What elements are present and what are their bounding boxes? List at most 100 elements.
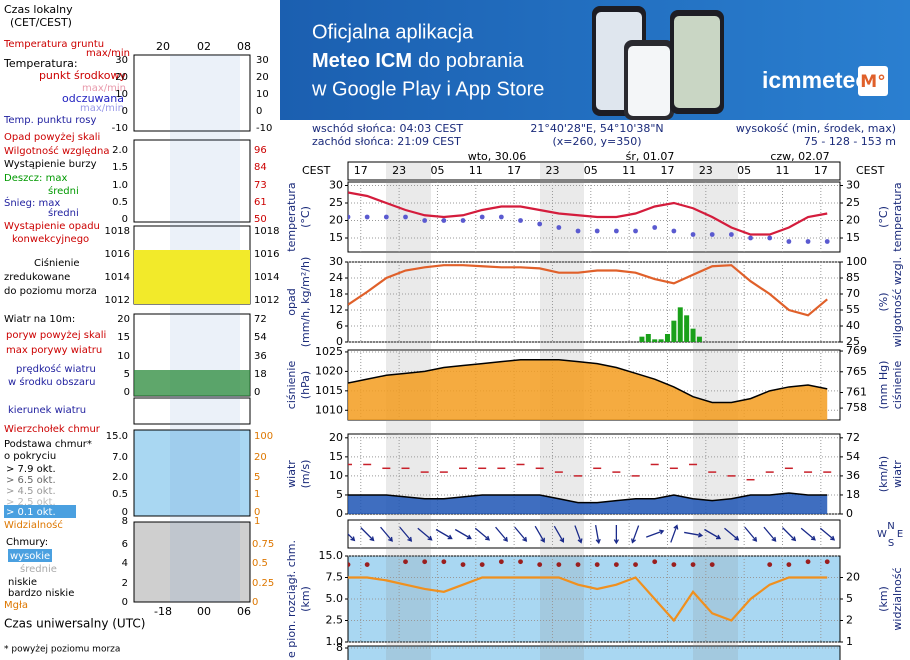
y-tick-label: 7.5 <box>326 571 344 584</box>
y-tick-label: 18 <box>329 287 343 300</box>
legend-label: max/min <box>86 48 130 59</box>
legend-box <box>8 549 52 562</box>
y-tick-label: 20 <box>329 431 343 444</box>
dot <box>441 218 447 223</box>
axis-label: (°C) <box>299 206 312 228</box>
axis-label: wilgotność wzgl. <box>891 257 904 347</box>
axis-label: (m/s) <box>299 460 312 489</box>
legend-tick: 2.0 <box>112 145 128 156</box>
wind-arrow <box>474 527 491 541</box>
wind-arrow <box>360 527 375 542</box>
dot <box>479 214 485 220</box>
legend-tick: 4 <box>122 558 128 569</box>
legend-tick: -10 <box>112 123 128 134</box>
elevation-label: wysokość (min, środek, max) <box>736 122 896 135</box>
legend-label: Wystąpienie burzy <box>4 159 97 170</box>
legend-label: Opad powyżej skali <box>4 132 100 143</box>
y-tick-label: 0 <box>336 335 343 348</box>
panel <box>347 645 841 660</box>
legend-tick: 0 <box>122 507 128 518</box>
legend-label: prędkość wiatru <box>16 363 96 375</box>
y2-tick-label: 85 <box>846 271 860 284</box>
y2-tick-label: 36 <box>846 469 860 482</box>
x-tick-label: 17 <box>354 164 368 177</box>
axis-label: (km) <box>299 586 312 612</box>
legend-label: odczuwana <box>62 92 124 105</box>
legend-hour: 08 <box>237 40 251 53</box>
legend-hour: 20 <box>156 40 170 53</box>
wind-arrow <box>684 531 704 538</box>
legend-label: średnie <box>20 563 57 575</box>
sunset: zachód słońca: 21:09 CEST <box>312 135 461 148</box>
legend-tick: 1012 <box>254 295 279 306</box>
legend-tick: 0.5 <box>112 197 128 208</box>
y-tick-label: 2.5 <box>326 614 344 627</box>
axis-label: temperatura <box>891 182 904 251</box>
bar <box>696 336 702 342</box>
legend-tick: 73 <box>254 180 267 191</box>
dot <box>460 562 466 567</box>
dot <box>403 559 408 565</box>
legend: Czas lokalny(CET/CEST) Temperatura gruntu… <box>3 3 279 655</box>
mini-pressure <box>134 250 250 304</box>
dot <box>383 214 389 220</box>
legend-label: > 4.5 okt. <box>6 486 56 497</box>
x-tick-label: 17 <box>507 164 521 177</box>
legend-tick: 7.0 <box>112 452 128 463</box>
legend-tick: 0 <box>252 597 258 608</box>
bar <box>664 334 670 342</box>
wind-arrow <box>348 533 356 542</box>
legend-tick: 0 <box>254 387 260 398</box>
legend-label: Czas lokalny <box>4 3 73 16</box>
bar <box>677 307 683 342</box>
mini-panel <box>133 54 251 132</box>
x-tick-label: 17 <box>814 164 828 177</box>
dot <box>518 559 523 565</box>
legend-tick: 1016 <box>254 249 279 260</box>
wind-arrow <box>417 527 433 541</box>
dot <box>690 562 696 567</box>
y2-tick-label: 25 <box>846 196 860 209</box>
logo-badge-text: M° <box>860 72 885 92</box>
dot <box>518 218 523 223</box>
bar <box>658 339 664 342</box>
dot <box>652 225 658 230</box>
legend-tick: 10 <box>117 351 130 362</box>
legend-label: wysokie <box>10 551 50 562</box>
dot <box>422 218 428 223</box>
grid-point: (x=260, y=350) <box>552 135 641 148</box>
legend-tick: 2.0 <box>112 472 128 483</box>
legend-label: w środku obszaru <box>8 376 95 388</box>
dot <box>805 559 811 565</box>
dot <box>671 228 677 234</box>
wind-arrow <box>782 527 797 542</box>
legend-box <box>4 505 76 518</box>
axis-label: (km/h) <box>877 456 890 492</box>
legend-label: średni <box>48 185 79 197</box>
legend-tick: 96 <box>254 145 267 156</box>
y-tick-label: 30 <box>329 255 343 268</box>
wind-arrow <box>670 524 679 543</box>
dot <box>594 228 600 234</box>
legend-tick: 61 <box>254 197 267 208</box>
y-tick-label: 5.0 <box>326 592 344 605</box>
legend-label: Wierzchołek chmur <box>4 424 101 435</box>
dot <box>709 562 715 567</box>
phone-screen <box>674 16 720 108</box>
banner-line: w Google Play i App Store <box>311 78 544 100</box>
dot <box>498 559 504 565</box>
x-tick-label: 23 <box>545 164 559 177</box>
date-label: czw, 02.07 <box>770 150 829 163</box>
y-tick-label: 20 <box>329 214 343 227</box>
y-tick-label: 6 <box>336 319 343 332</box>
legend-label: max/min <box>80 103 124 114</box>
dot <box>671 562 677 567</box>
legend-tick: 0.5 <box>252 558 268 569</box>
legend-label: kierunek wiatru <box>8 405 86 416</box>
wind-arrow <box>724 527 740 541</box>
y-tick-label: 1.0 <box>326 635 344 648</box>
dot <box>633 228 638 234</box>
dot <box>767 562 773 567</box>
x-tick-label: 23 <box>392 164 406 177</box>
area-edge <box>348 492 828 504</box>
